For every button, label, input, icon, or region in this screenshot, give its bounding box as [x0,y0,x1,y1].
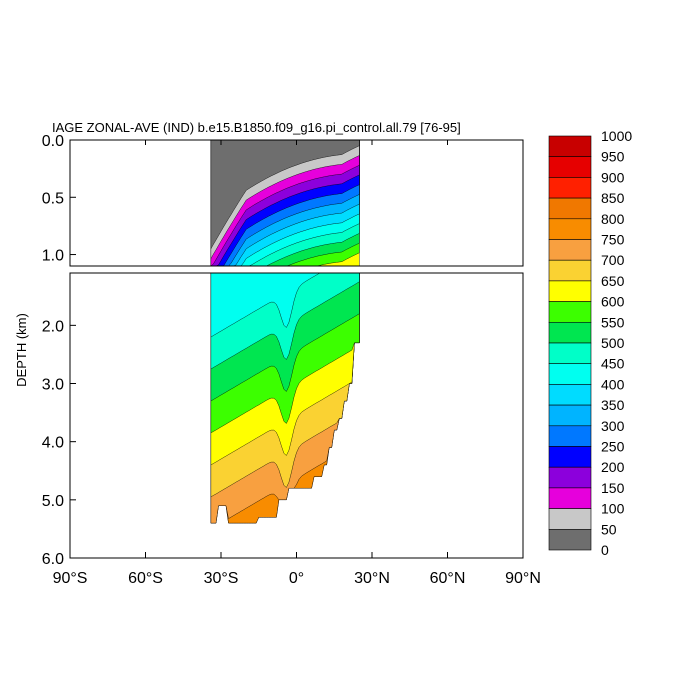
lower-contour-fill [210,273,360,524]
y-tick-label: 0.0 [42,133,64,150]
colorbar-swatch [548,446,592,468]
colorbar-swatch [548,404,592,427]
colorbar-label: 900 [601,169,625,185]
colorbar-label: 1000 [601,128,632,144]
colorbar-label: 0 [601,542,609,558]
y-tick-label: 0.5 [42,190,64,207]
x-tick-label: 30°S [204,570,239,587]
x-axis-ticks: 90°S 60°S 30°S 0° 30°N 60°N 90°N [53,140,541,587]
colorbar-label: 750 [601,232,625,248]
colorbar-swatch [548,466,592,489]
colorbar-label: 50 [601,521,617,537]
colorbar-label: 950 [601,149,625,165]
colorbar-swatch [548,239,592,261]
colorbar-swatch [548,508,592,530]
chart-title: IAGE ZONAL-AVE (IND) b.e15.B1850.f09_g16… [52,120,461,135]
colorbar-label: 500 [601,335,625,351]
colorbar-swatch [548,218,592,240]
colorbar-label: 800 [601,211,625,227]
colorbar-label: 100 [601,501,625,517]
colorbar-swatch [548,259,592,282]
x-tick-label: 30°N [354,570,390,587]
y-tick-label: 6.0 [42,551,64,568]
y-tick-label: 4.0 [42,435,64,452]
lower-depth-panel: 2.0 3.0 4.0 5.0 6.0 [42,272,524,568]
colorbar-label: 550 [601,314,625,330]
colorbar-label: 200 [601,459,625,475]
colorbar-swatch [548,342,592,365]
colorbar-label: 850 [601,190,625,206]
colorbar-swatch [548,363,592,385]
colorbar-swatch [548,425,592,447]
colorbar-swatch [548,135,592,158]
upper-band-0 [210,140,360,250]
colorbar-swatch [548,156,592,178]
y-axis-label: DEPTH (km) [14,313,29,387]
x-tick-label: 90°S [53,570,88,587]
colorbar-label: 400 [601,376,625,392]
colorbar-label: 600 [601,294,625,310]
colorbar-label: 350 [601,397,625,413]
y-tick-label: 2.0 [42,318,64,335]
x-tick-label: 90°N [505,570,541,587]
colorbar-swatch [548,487,592,509]
colorbar-swatch [548,301,592,323]
x-tick-label: 0° [289,570,304,587]
x-tick-label: 60°S [128,570,163,587]
colorbar-label: 650 [601,273,625,289]
colorbar-label: 700 [601,252,625,268]
colorbar-swatch [548,528,592,551]
lower-band-8 [210,273,360,338]
colorbar-swatch [548,384,592,406]
y-tick-label: 1.0 [42,248,64,265]
upper-depth-panel: 0.0 0.5 1.0 [42,133,524,267]
colorbar-swatch [548,280,592,302]
colorbar-swatch [548,197,592,220]
colorbar-legend: 1000950900850800750700650600550500450400… [548,128,632,558]
colorbar-label: 150 [601,480,625,496]
colorbar-swatch [548,177,592,199]
colorbar-label: 300 [601,418,625,434]
colorbar-label: 250 [601,439,625,455]
y-tick-label: 5.0 [42,493,64,510]
x-tick-label: 60°N [430,570,466,587]
upper-contour-fill [210,140,360,266]
colorbar-label: 450 [601,356,625,372]
y-tick-label: 3.0 [42,377,64,394]
colorbar-swatch [548,321,592,344]
